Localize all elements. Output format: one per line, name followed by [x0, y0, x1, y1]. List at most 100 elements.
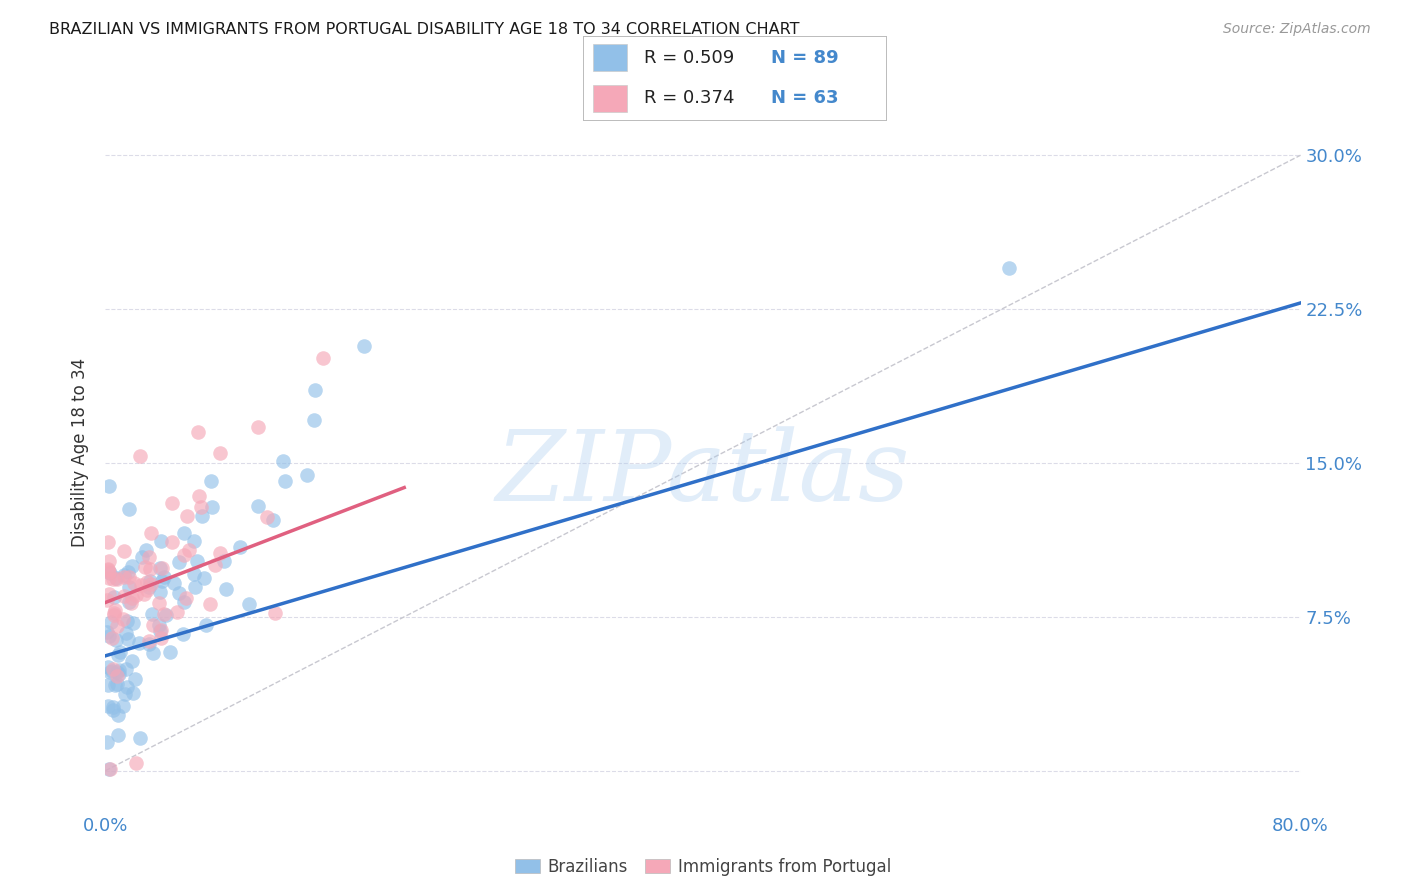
Point — [304, 383, 326, 397]
Point — [142, 617, 165, 632]
Point — [97, 678, 120, 692]
Point — [138, 580, 160, 594]
Point — [107, 666, 129, 681]
Point — [176, 509, 198, 524]
Point — [103, 606, 125, 620]
Point — [98, 566, 121, 580]
Y-axis label: Disability Age 18 to 34: Disability Age 18 to 34 — [72, 358, 90, 548]
Point — [187, 425, 209, 439]
Point — [98, 565, 121, 579]
Point — [312, 351, 335, 366]
Text: R = 0.374: R = 0.374 — [644, 89, 734, 107]
Point — [238, 597, 260, 611]
Point — [101, 700, 124, 714]
Point — [97, 535, 120, 549]
Point — [121, 615, 143, 630]
Point — [190, 500, 212, 515]
Point — [129, 449, 152, 463]
Point — [193, 571, 215, 585]
Point — [271, 453, 294, 467]
Point — [100, 615, 122, 629]
Text: R = 0.509: R = 0.509 — [644, 49, 734, 67]
Point — [155, 607, 177, 622]
Point — [160, 534, 183, 549]
Point — [142, 646, 165, 660]
Point — [150, 561, 173, 575]
Point — [107, 664, 129, 678]
Point — [114, 687, 136, 701]
Point — [353, 339, 375, 353]
Point — [998, 261, 1021, 276]
Point — [167, 555, 190, 569]
Point — [163, 576, 186, 591]
Point — [138, 550, 160, 565]
Point — [150, 632, 173, 646]
Point — [96, 625, 118, 640]
Point — [173, 548, 195, 562]
Point — [138, 637, 160, 651]
Point — [101, 572, 124, 586]
Point — [103, 608, 125, 623]
Text: BRAZILIAN VS IMMIGRANTS FROM PORTUGAL DISABILITY AGE 18 TO 34 CORRELATION CHART: BRAZILIAN VS IMMIGRANTS FROM PORTUGAL DI… — [49, 22, 800, 37]
Point — [105, 669, 128, 683]
Point — [262, 513, 284, 527]
Text: N = 63: N = 63 — [770, 89, 838, 107]
Point — [112, 543, 135, 558]
Point — [98, 762, 121, 776]
Point — [129, 578, 152, 592]
Point — [122, 576, 145, 591]
Point — [115, 680, 138, 694]
Point — [98, 479, 121, 493]
Point — [117, 569, 139, 583]
Point — [214, 582, 236, 596]
Point — [122, 686, 145, 700]
Point — [117, 566, 139, 580]
Point — [139, 526, 162, 541]
Point — [208, 446, 231, 460]
Point — [139, 562, 162, 576]
Point — [173, 525, 195, 540]
Point — [128, 636, 150, 650]
Point — [103, 591, 125, 605]
Point — [112, 698, 135, 713]
Point — [295, 467, 318, 482]
Point — [98, 587, 121, 601]
Point — [96, 735, 118, 749]
Point — [183, 566, 205, 581]
Point — [134, 559, 156, 574]
Point — [152, 569, 174, 583]
Point — [141, 607, 163, 622]
Point — [195, 618, 218, 632]
Point — [183, 534, 205, 549]
Point — [256, 509, 278, 524]
Point — [302, 413, 325, 427]
Point — [124, 588, 146, 602]
Point — [103, 603, 125, 617]
Point — [229, 540, 252, 554]
Point — [105, 572, 128, 586]
Point — [120, 596, 142, 610]
Point — [101, 662, 124, 676]
Point — [191, 509, 214, 524]
Point — [97, 563, 120, 577]
Point — [111, 612, 134, 626]
Point — [112, 589, 135, 603]
Point — [105, 665, 128, 679]
Point — [98, 554, 121, 568]
Point — [118, 580, 141, 594]
Text: N = 89: N = 89 — [770, 49, 838, 67]
Point — [131, 549, 153, 564]
Point — [96, 660, 118, 674]
Point — [117, 632, 139, 646]
Point — [104, 632, 127, 647]
Point — [115, 614, 138, 628]
Point — [104, 571, 127, 585]
Point — [124, 673, 146, 687]
Point — [107, 677, 129, 691]
Point — [148, 617, 170, 632]
Point — [153, 607, 176, 622]
Point — [172, 626, 194, 640]
Point — [200, 475, 222, 489]
Point — [183, 580, 205, 594]
Point — [166, 605, 188, 619]
